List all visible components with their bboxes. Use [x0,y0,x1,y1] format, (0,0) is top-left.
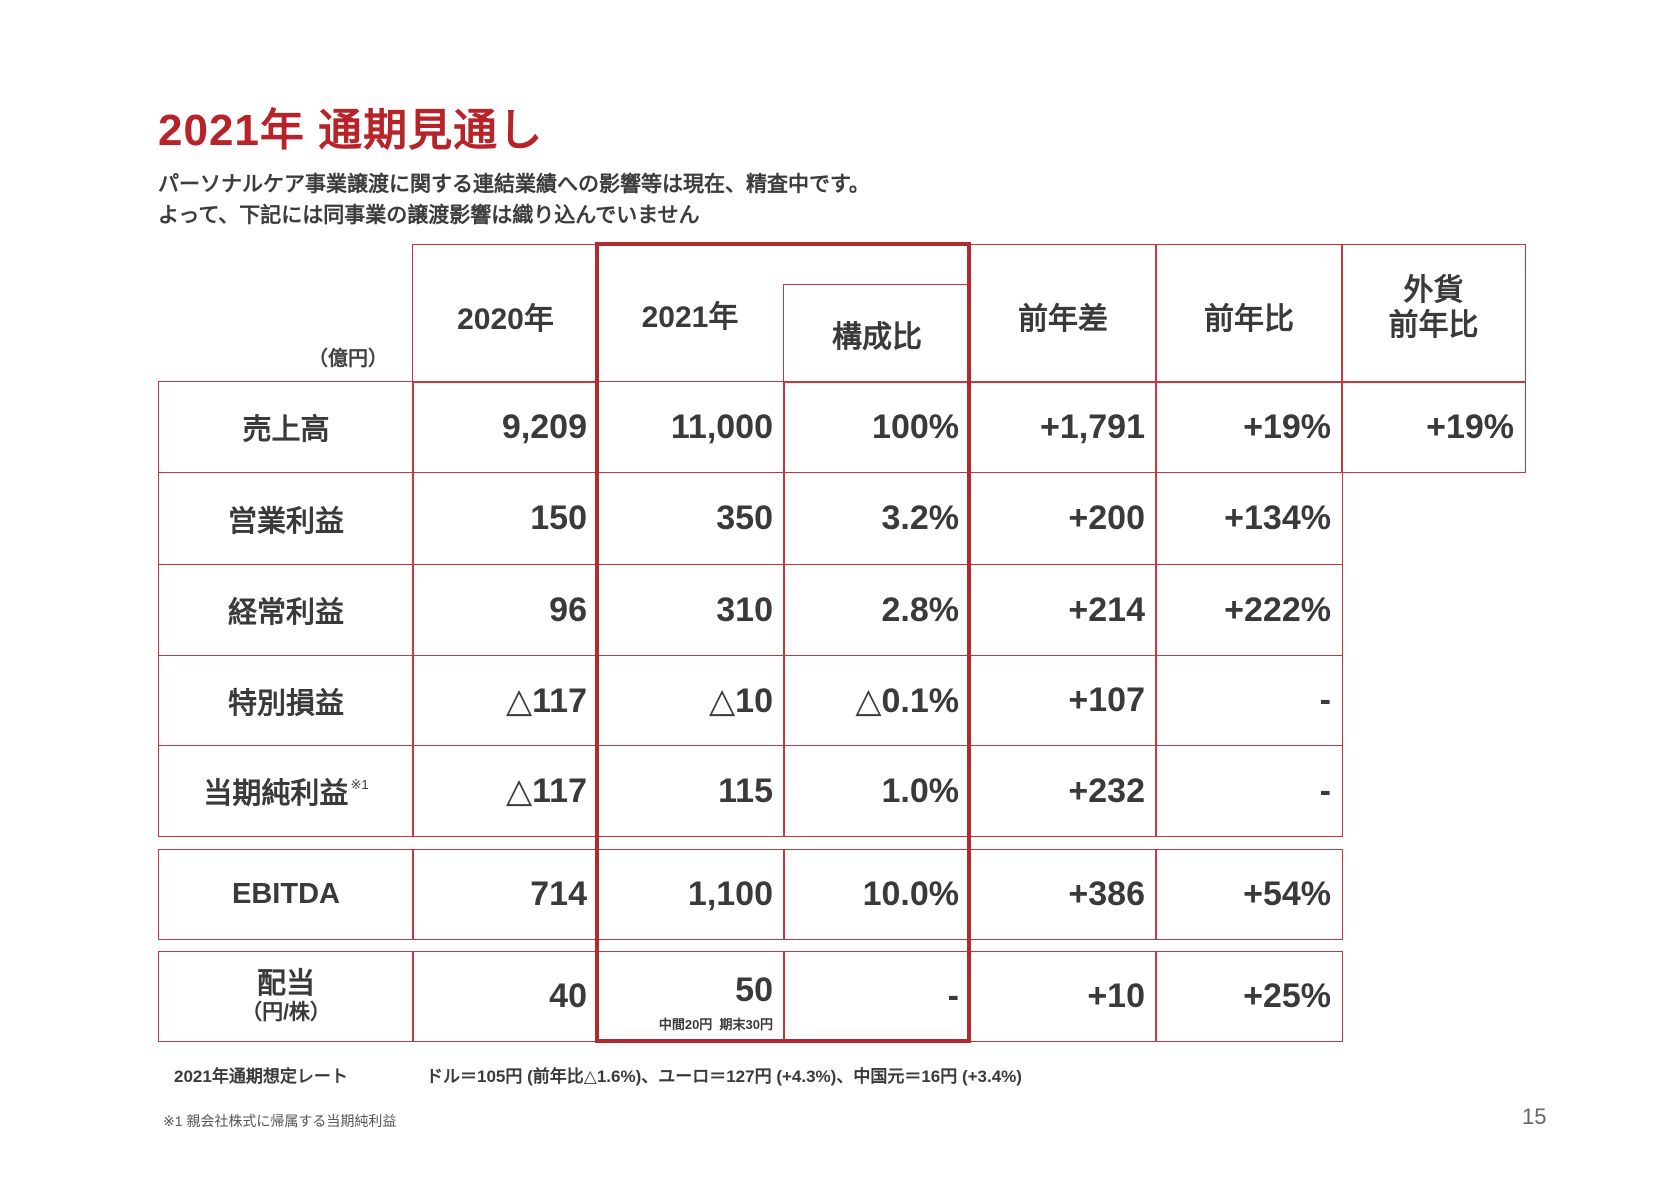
value-yoy-diff: +107 [969,655,1157,746]
table-row: 特別損益 △117 △10 △0.1% +107 - [0,655,1678,746]
footnote: ※1 親会社株式に帰属する当期純利益 [163,1113,397,1129]
header-composition: 構成比 [783,284,971,383]
value-yoy-diff: +386 [969,849,1157,940]
header-2021-label: 2021年 [641,301,739,334]
exchange-rate-text: ドル＝105円 (前年比△1.6%)、ユーロ＝127円 (+4.3%)、中国元＝… [426,1067,1022,1086]
row-label: 売上高 [158,381,414,473]
row-label: 特別損益 [158,655,414,746]
value-yoy-ratio: +19% [1155,381,1343,473]
value-yoy-ratio: +222% [1155,564,1343,656]
row-label: 経常利益 [158,564,414,656]
value-yoy-ratio: - [1155,655,1343,746]
table-row: 当期純利益 ※1 △117 115 1.0% +232 - [0,745,1678,837]
value-2020: △117 [412,745,599,837]
header-composition-label: 構成比 [832,320,922,354]
header-2020-label: 2020年 [457,303,554,336]
value-yoy-diff: +214 [969,564,1157,656]
value-composition: 10.0% [783,849,971,940]
value-2020: 714 [412,849,599,940]
header-fx-yoy-line2: 前年比 [1388,309,1479,342]
table-row: 営業利益 150 350 3.2% +200 +134% [0,472,1678,565]
dividend-breakdown-note: 中間20円 期末30円 [658,1016,773,1032]
subtitle-line-2: よって、下記には同事業の譲渡影響は織り込んでいません [158,204,700,227]
page-title: 2021年 通期見通し [158,106,544,155]
header-2021: 2021年 [597,244,783,344]
value-yoy-ratio: +134% [1155,472,1343,565]
subtitle-line-1: パーソナルケア事業譲渡に関する連結業績への影響等は現在、精査中です。 [158,173,870,196]
value-yoy-diff: +200 [969,472,1157,565]
value-yoy-diff: +1,791 [969,381,1157,473]
exchange-rate-label: 2021年通期想定レート [174,1067,348,1086]
page-number: 15 [1522,1104,1547,1129]
row-label-cell: 配当 （円/株） [158,951,414,1042]
unit-label: （億円） [308,348,388,370]
header-fx-yoy-line1: 外貨 [1403,274,1464,307]
value-2020: △117 [412,655,599,746]
table-row: EBITDA 714 1,100 10.0% +386 +54% [0,849,1678,940]
row-label: 営業利益 [158,472,414,565]
header-fx-yoy: 外貨 前年比 [1341,244,1526,383]
forecast-2021-highlight-frame [595,242,971,1043]
value-yoy-ratio: +25% [1155,951,1343,1042]
value-yoy-ratio: - [1155,745,1343,837]
row-label: EBITDA [158,849,414,940]
header-yoy-diff: 前年差 [969,244,1157,383]
value-yoy-ratio: +54% [1155,849,1343,940]
value-composition: 1.0% [783,745,971,837]
row-label: 当期純利益 [203,778,349,810]
value-yoy-diff: +232 [969,745,1157,837]
value-2021: 1,100 [597,849,785,940]
value-yoy-diff: +10 [969,951,1157,1042]
footnote-marker: ※1 [350,777,369,792]
value-2020: 40 [412,951,599,1042]
value-2020: 96 [412,564,599,656]
row-label: 配当 [256,967,315,1000]
value-2020: 9,209 [412,381,599,473]
row-sublabel: （円/株） [241,1001,331,1025]
value-fx-yoy: +19% [1341,381,1526,473]
value-2021: 50 [735,970,773,1009]
row-label-cell: 当期純利益 ※1 [158,745,414,837]
header-yoy-ratio-label: 前年比 [1204,303,1294,336]
value-2021: 115 [597,745,785,837]
value-2020: 150 [412,472,599,565]
table-row: 経常利益 96 310 2.8% +214 +222% [0,564,1678,656]
header-2020: 2020年 [412,244,599,383]
header-yoy-diff-label: 前年差 [1018,303,1108,336]
header-yoy-ratio: 前年比 [1155,244,1343,383]
